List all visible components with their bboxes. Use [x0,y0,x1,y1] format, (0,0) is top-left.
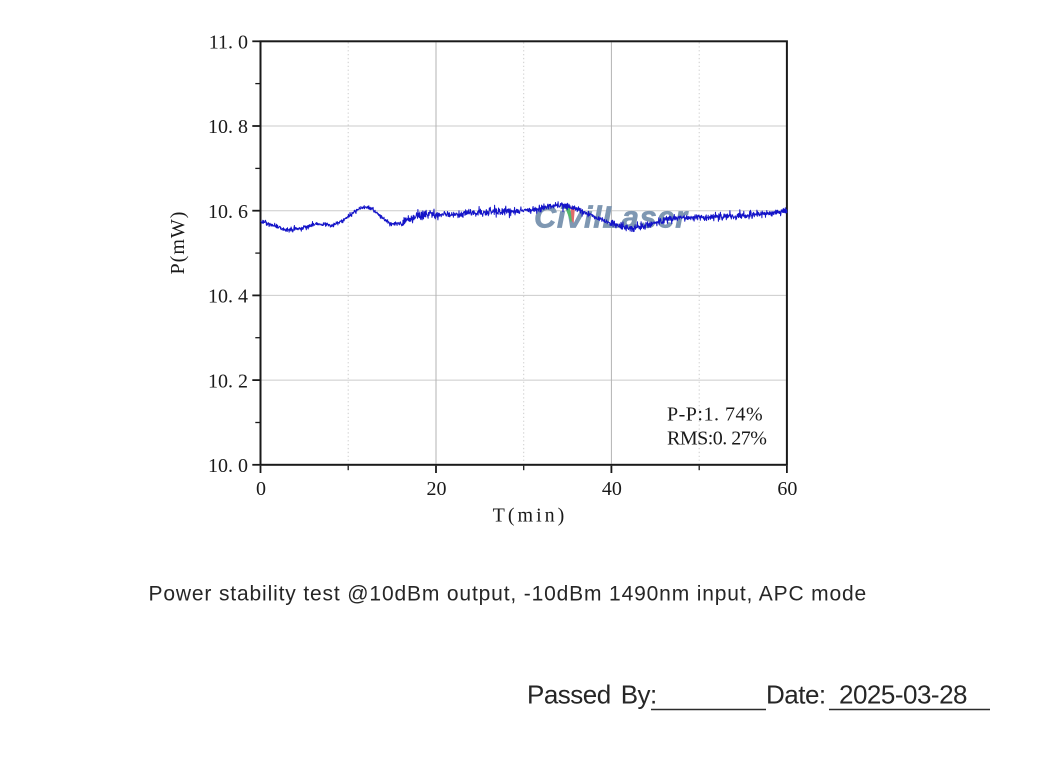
svg-text:By:: By: [621,680,657,710]
svg-text:20: 20 [427,478,447,500]
svg-text:P-P:1. 74%: P-P:1. 74% [667,404,763,426]
svg-text:11. 0: 11. 0 [209,32,248,54]
svg-text:Date:: Date: [766,680,826,710]
svg-text:P(mW): P(mW) [167,211,189,275]
svg-text:Power stability test @10dBm ou: Power stability test @10dBm output, -10d… [149,583,868,606]
svg-text:Passed: Passed [527,680,611,710]
svg-text:10. 8: 10. 8 [208,116,248,138]
svg-text:10. 0: 10. 0 [208,455,248,477]
svg-text:RMS:0. 27%: RMS:0. 27% [667,428,766,450]
svg-text:10. 2: 10. 2 [208,370,248,392]
svg-text:0: 0 [256,478,266,500]
svg-text:60: 60 [777,478,797,500]
svg-text:T(min): T(min) [493,505,568,527]
svg-text:10. 6: 10. 6 [208,201,248,223]
svg-text:2025-03-28: 2025-03-28 [839,680,967,710]
svg-text:10. 4: 10. 4 [208,286,248,308]
svg-text:40: 40 [602,478,622,500]
